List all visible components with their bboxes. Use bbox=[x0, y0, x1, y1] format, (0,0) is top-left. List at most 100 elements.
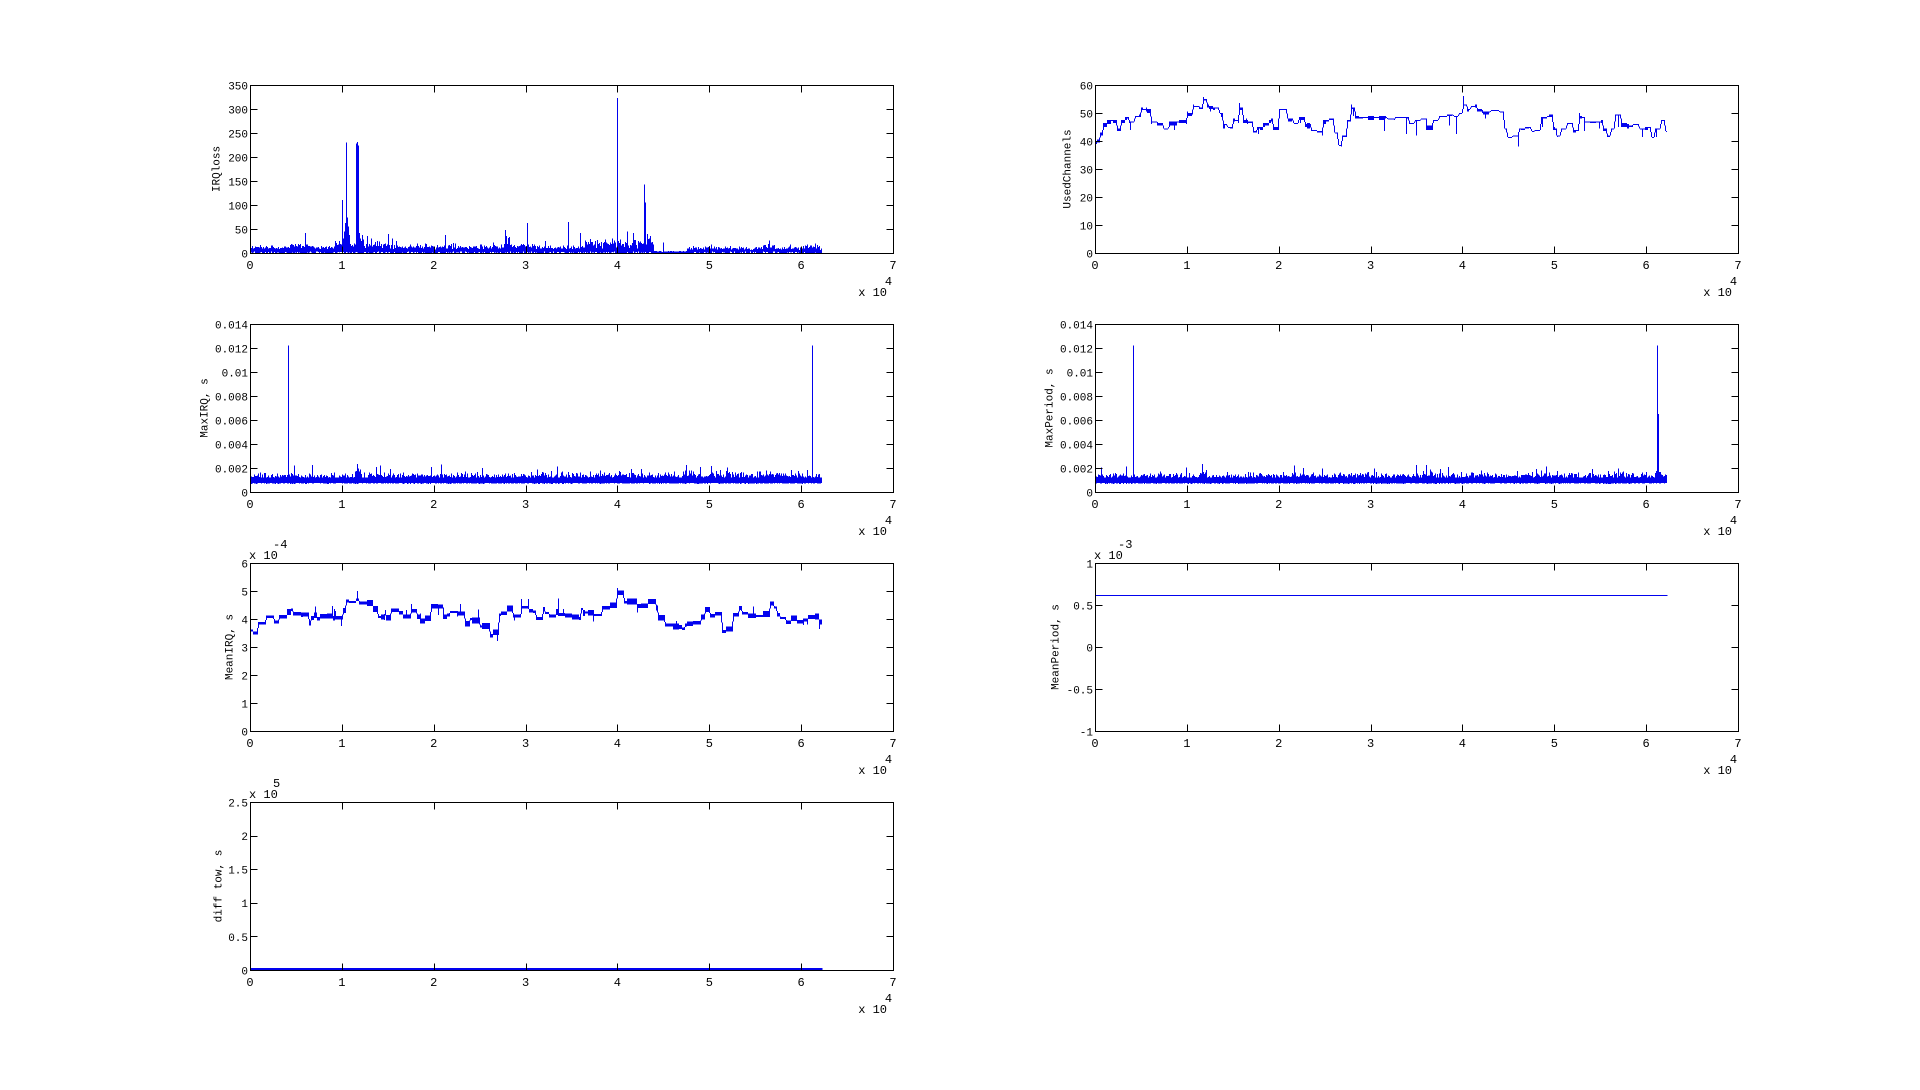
svg-text:4: 4 bbox=[1459, 498, 1466, 512]
svg-text:x 10: x 10 bbox=[249, 788, 278, 802]
svg-text:4: 4 bbox=[614, 498, 621, 512]
svg-text:1: 1 bbox=[241, 699, 248, 711]
svg-text:0: 0 bbox=[241, 249, 248, 261]
svg-text:5: 5 bbox=[1551, 737, 1558, 751]
svg-text:60: 60 bbox=[1080, 81, 1093, 93]
svg-text:3: 3 bbox=[1367, 498, 1374, 512]
svg-text:-0.5: -0.5 bbox=[1067, 685, 1093, 697]
svg-text:4: 4 bbox=[885, 514, 892, 528]
svg-text:50: 50 bbox=[235, 225, 248, 237]
svg-text:7: 7 bbox=[1734, 737, 1741, 751]
svg-text:0: 0 bbox=[246, 259, 253, 273]
svg-text:50: 50 bbox=[1080, 109, 1093, 121]
svg-text:250: 250 bbox=[228, 129, 248, 141]
svg-text:6: 6 bbox=[1642, 737, 1649, 751]
svg-text:0.014: 0.014 bbox=[215, 320, 248, 332]
svg-text:100: 100 bbox=[228, 201, 248, 213]
svg-text:6: 6 bbox=[1642, 498, 1649, 512]
svg-text:5: 5 bbox=[706, 498, 713, 512]
svg-text:300: 300 bbox=[228, 105, 248, 117]
svg-text:5: 5 bbox=[1551, 498, 1558, 512]
svg-text:3: 3 bbox=[241, 643, 248, 655]
svg-text:0: 0 bbox=[1091, 737, 1098, 751]
svg-text:1.5: 1.5 bbox=[228, 866, 248, 878]
svg-text:0.01: 0.01 bbox=[222, 368, 249, 380]
svg-text:x 10: x 10 bbox=[1094, 549, 1123, 563]
svg-text:4: 4 bbox=[1730, 753, 1737, 767]
svg-text:3: 3 bbox=[1367, 259, 1374, 273]
svg-text:2: 2 bbox=[430, 259, 437, 273]
svg-text:0.004: 0.004 bbox=[215, 440, 248, 452]
svg-text:MaxIRQ, s: MaxIRQ, s bbox=[199, 378, 211, 437]
svg-text:2: 2 bbox=[241, 832, 248, 844]
svg-text:0: 0 bbox=[1086, 249, 1093, 261]
svg-text:IRQloss: IRQloss bbox=[211, 146, 223, 192]
svg-text:x 10: x 10 bbox=[858, 764, 887, 778]
svg-text:0.006: 0.006 bbox=[1060, 416, 1093, 428]
svg-text:MaxPeriod, s: MaxPeriod, s bbox=[1044, 368, 1056, 447]
svg-text:5: 5 bbox=[273, 777, 280, 791]
svg-text:1: 1 bbox=[1183, 259, 1190, 273]
svg-text:x 10: x 10 bbox=[249, 549, 278, 563]
svg-text:5: 5 bbox=[1551, 259, 1558, 273]
svg-text:4: 4 bbox=[1459, 737, 1466, 751]
svg-text:3: 3 bbox=[522, 259, 529, 273]
svg-text:0.008: 0.008 bbox=[1060, 392, 1093, 404]
svg-text:4: 4 bbox=[614, 259, 621, 273]
svg-text:1: 1 bbox=[241, 899, 248, 911]
svg-text:1: 1 bbox=[1086, 559, 1093, 571]
svg-text:10: 10 bbox=[1080, 221, 1093, 233]
svg-text:0.5: 0.5 bbox=[1073, 601, 1093, 613]
svg-text:6: 6 bbox=[797, 737, 804, 751]
svg-text:1: 1 bbox=[338, 259, 345, 273]
svg-text:-3: -3 bbox=[1118, 538, 1132, 552]
svg-text:0: 0 bbox=[1086, 643, 1093, 655]
svg-text:1: 1 bbox=[338, 498, 345, 512]
svg-text:0.006: 0.006 bbox=[215, 416, 248, 428]
svg-text:MeanIRQ, s: MeanIRQ, s bbox=[224, 614, 236, 680]
svg-text:0: 0 bbox=[241, 966, 248, 978]
svg-text:7: 7 bbox=[1734, 498, 1741, 512]
svg-text:4: 4 bbox=[885, 992, 892, 1006]
svg-text:x 10: x 10 bbox=[1703, 764, 1732, 778]
svg-text:-1: -1 bbox=[1080, 727, 1094, 739]
svg-text:6: 6 bbox=[797, 259, 804, 273]
svg-text:4: 4 bbox=[885, 275, 892, 289]
svg-text:2: 2 bbox=[430, 498, 437, 512]
svg-text:0.008: 0.008 bbox=[215, 392, 248, 404]
svg-text:0.012: 0.012 bbox=[215, 344, 248, 356]
svg-text:1: 1 bbox=[338, 737, 345, 751]
svg-text:0.5: 0.5 bbox=[228, 933, 248, 945]
svg-text:7: 7 bbox=[889, 737, 896, 751]
svg-text:1: 1 bbox=[1183, 498, 1190, 512]
svg-text:4: 4 bbox=[241, 615, 248, 627]
svg-text:0: 0 bbox=[246, 737, 253, 751]
svg-text:200: 200 bbox=[228, 153, 248, 165]
svg-text:20: 20 bbox=[1080, 193, 1093, 205]
svg-text:1: 1 bbox=[1183, 737, 1190, 751]
svg-text:4: 4 bbox=[1730, 514, 1737, 528]
svg-text:0: 0 bbox=[241, 488, 248, 500]
svg-text:UsedChannels: UsedChannels bbox=[1062, 129, 1074, 208]
svg-text:4: 4 bbox=[614, 737, 621, 751]
svg-text:3: 3 bbox=[522, 737, 529, 751]
svg-text:4: 4 bbox=[1459, 259, 1466, 273]
svg-text:30: 30 bbox=[1080, 165, 1093, 177]
svg-text:6: 6 bbox=[797, 498, 804, 512]
svg-text:diff tow, s: diff tow, s bbox=[213, 850, 225, 923]
svg-text:5: 5 bbox=[706, 737, 713, 751]
svg-text:0: 0 bbox=[241, 727, 248, 739]
svg-text:0: 0 bbox=[1091, 498, 1098, 512]
svg-text:150: 150 bbox=[228, 177, 248, 189]
svg-text:7: 7 bbox=[889, 498, 896, 512]
svg-text:2: 2 bbox=[1275, 737, 1282, 751]
svg-text:2: 2 bbox=[1275, 259, 1282, 273]
svg-text:5: 5 bbox=[706, 259, 713, 273]
svg-text:5: 5 bbox=[706, 976, 713, 990]
svg-text:6: 6 bbox=[797, 976, 804, 990]
svg-text:0: 0 bbox=[246, 498, 253, 512]
svg-text:7: 7 bbox=[1734, 259, 1741, 273]
svg-text:3: 3 bbox=[1367, 737, 1374, 751]
svg-text:3: 3 bbox=[522, 498, 529, 512]
svg-text:2: 2 bbox=[430, 737, 437, 751]
